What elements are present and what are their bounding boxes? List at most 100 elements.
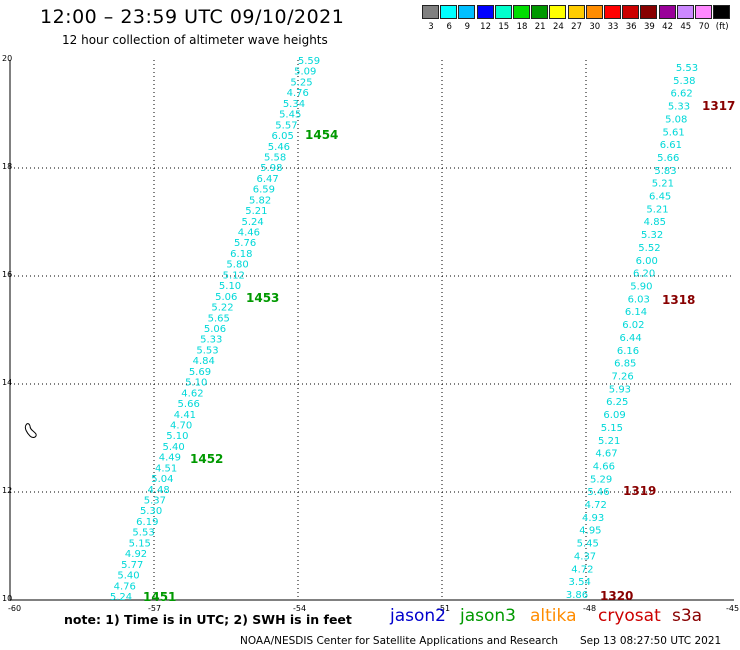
track1-value: 6.47 [257,174,279,185]
track1-value: 5.33 [200,335,222,346]
track1-value: 5.45 [279,110,301,121]
track2-value: 6.45 [649,192,671,203]
satellite-cryosat: cryosat [598,606,661,626]
track1-value: 5.80 [226,260,248,271]
legend-label: 36 [625,22,637,32]
track1-value: 4.46 [238,228,260,239]
track1-value: 5.30 [140,506,162,517]
track1-value: 5.58 [264,152,286,163]
credit-text: NOAA/NESDIS Center for Satellite Applica… [240,635,558,647]
lat-tick-label: 16 [2,270,12,279]
legend-swatch [494,5,512,19]
track2-value: 4.85 [644,217,666,228]
orbit-label: 1319 [623,484,656,498]
lat-tick-label: 20 [2,54,12,63]
legend-label: (ft) [715,22,729,32]
track2-value: 7.26 [611,371,633,382]
legend-label: 42 [662,22,673,32]
legend-swatch [676,5,694,19]
legend-swatch [585,5,603,19]
legend-label: 9 [464,22,471,32]
track1-value: 6.19 [136,517,158,528]
track1-value: 5.06 [204,324,226,335]
track1-value: 5.09 [294,67,316,78]
track1-value: 5.53 [132,528,154,539]
track1-value: 4.51 [155,463,177,474]
track1-value: 4.84 [193,356,215,367]
legend-swatch [567,5,585,19]
orbit-label: 1453 [246,291,279,305]
legend-label: 27 [571,22,582,32]
track2-value: 4.67 [595,449,617,460]
orbit-label: 1451 [143,590,176,604]
track1-value: 5.66 [178,399,200,410]
track1-value: 4.41 [174,410,196,421]
track2-value: 5.61 [662,127,684,138]
track1-value: 4.70 [170,420,192,431]
legend-swatch [440,5,458,19]
lat-tick-label: 10 [2,594,12,603]
timestamp: Sep 13 08:27:50 UTC 2021 [580,635,722,647]
legend-swatch [713,5,731,19]
track2-value: 5.45 [577,539,599,550]
legend-swatch [531,5,549,19]
lat-tick-label: 18 [2,162,12,171]
satellite-altika: altika [530,606,577,626]
track2-value: 5.90 [630,282,652,293]
island-outline [24,423,37,438]
track1-value: 5.24 [110,592,132,603]
track2-value: 5.83 [654,166,676,177]
track2-value: 5.38 [673,76,695,87]
track1-value: 5.98 [260,163,282,174]
legend-label: 12 [480,22,491,32]
track1-value: 5.65 [208,313,230,324]
track1-value: 6.59 [253,185,275,196]
track2-value: 4.95 [579,526,601,537]
track2-value: 4.66 [593,461,615,472]
track2-value: 5.66 [657,153,679,164]
track1-value: 5.53 [196,345,218,356]
track1-value: 4.76 [114,581,136,592]
track2-value: 4.72 [571,564,593,575]
legend-swatch [622,5,640,19]
track1-value: 5.10 [185,378,207,389]
track2-value: 6.00 [636,256,658,267]
track2-value: 6.61 [660,140,682,151]
legend-swatch [604,5,621,19]
track2-value: 6.85 [614,359,636,370]
track2-value: 5.15 [601,423,623,434]
map-title: 12:00 – 23:59 UTC 09/10/2021 [40,6,345,28]
lon-tick-label: -51 [437,604,450,613]
map-subtitle: 12 hour collection of altimeter wave hei… [62,33,328,47]
satellite-jason2: jason2 [390,606,446,626]
track1-value: 5.10 [166,431,188,442]
track2-value: 6.44 [620,333,642,344]
track1-value: 5.04 [151,474,173,485]
track1-value: 5.37 [144,496,166,507]
legend-swatch [458,5,476,19]
legend-label: 70 [698,22,710,32]
lat-tick-label: 12 [2,486,12,495]
legend-label: 45 [680,22,692,32]
track1-value: 5.40 [163,442,185,453]
track2-value: 6.02 [622,320,644,331]
track1-value: 5.76 [234,238,256,249]
track1-value: 6.18 [230,249,252,260]
lon-tick-label: -48 [583,604,596,613]
track2-value: 5.32 [641,230,663,241]
track1-value: 5.15 [129,538,151,549]
lon-tick-label: -60 [8,604,21,613]
legend-swatch [549,5,567,19]
track2-value: 4.72 [585,500,607,511]
track1-value: 5.57 [275,120,297,131]
track2-value: 5.21 [598,436,620,447]
track2-value: 3.54 [569,577,591,588]
track2-value: 5.46 [587,487,609,498]
track2-value: 6.14 [625,307,647,318]
track1-value: 5.25 [290,77,312,88]
track1-value: 4.48 [147,485,169,496]
legend-label: 39 [643,22,655,32]
lon-tick-label: -45 [726,604,739,613]
track2-value: 5.21 [646,204,668,215]
track1-value: 6.05 [272,131,294,142]
